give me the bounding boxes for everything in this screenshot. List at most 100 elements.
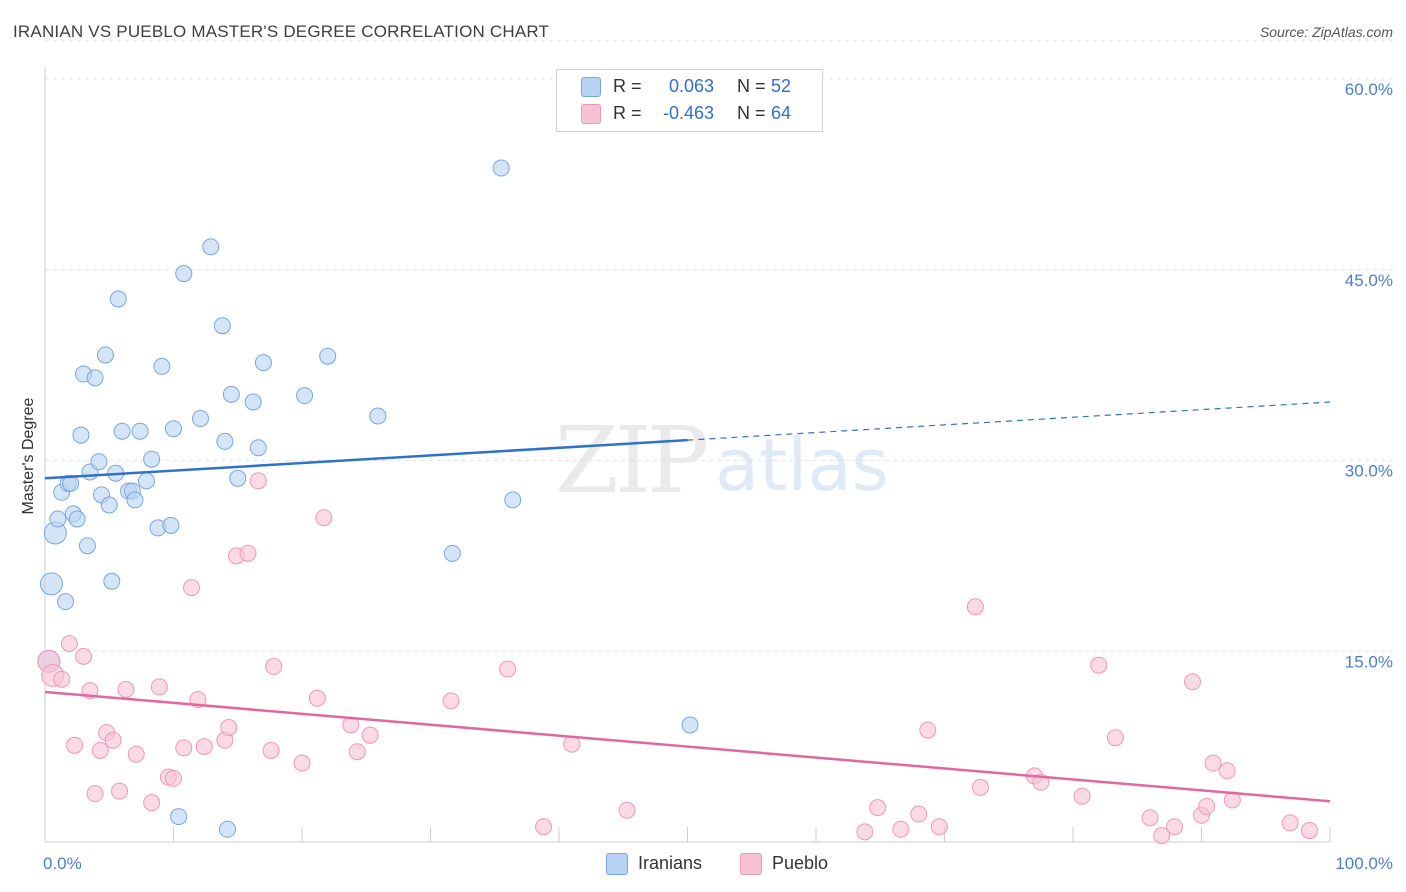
iranians-point <box>443 544 461 562</box>
pueblo-point <box>265 658 283 676</box>
pueblo-point <box>195 738 213 756</box>
pueblo-point <box>127 745 145 763</box>
watermark: ZIP atlas <box>555 407 889 514</box>
iranians-point <box>222 385 240 403</box>
iranians-point <box>100 496 118 514</box>
pueblo-point <box>104 731 122 749</box>
pueblo-point <box>892 820 910 838</box>
iranians-point <box>165 420 182 438</box>
legend-swatch-pueblo <box>581 104 601 124</box>
iranians-point <box>72 426 90 444</box>
pueblo-point <box>618 801 636 819</box>
legend-n-value: 52 <box>771 76 792 96</box>
iranians-point <box>319 347 337 365</box>
pueblo-point <box>175 739 193 757</box>
chart-source: Source: ZipAtlas.com <box>1259 24 1393 40</box>
bottom-legend-label-pueblo: Pueblo <box>772 853 829 873</box>
y-tick-label: 30.0% <box>1345 462 1393 481</box>
legend-r-value: -0.463 <box>663 103 715 123</box>
x-tick-label-max: 100.0% <box>1335 854 1393 873</box>
pueblo-point <box>1166 818 1184 836</box>
trend-layer <box>44 401 1331 803</box>
pueblo-point <box>220 719 238 737</box>
iranians-point <box>96 346 114 364</box>
pueblo-point <box>86 785 104 803</box>
pueblo-point <box>182 579 200 597</box>
pueblo-point <box>1153 827 1171 845</box>
iranians-point <box>109 290 127 308</box>
watermark-atlas: atlas <box>715 423 889 507</box>
iranians-point <box>296 387 314 405</box>
pueblo-point <box>262 741 280 759</box>
watermark-zip: ZIP <box>555 407 706 514</box>
pueblo-point <box>60 635 78 653</box>
pueblo-point <box>1300 822 1318 840</box>
pueblo-point <box>53 670 71 688</box>
iranians-point <box>369 407 387 425</box>
pueblo-point <box>1204 754 1222 772</box>
pueblo-point <box>150 678 168 696</box>
iranians-point <box>681 716 699 734</box>
iranians-point <box>78 537 96 555</box>
y-tick-label: 15.0% <box>1345 652 1393 671</box>
pueblo-trend-line <box>44 690 1331 803</box>
correlation-legend: R = 0.063 N = 52 R = -0.463 N = 64 <box>556 69 823 132</box>
iranians-point <box>218 820 236 838</box>
iranians-point <box>202 238 220 256</box>
pueblo-point <box>165 769 182 787</box>
pueblo-point <box>966 598 984 616</box>
pueblo-point <box>1218 762 1236 780</box>
iranians-point <box>229 469 247 487</box>
iranians-trend-extension <box>687 401 1331 441</box>
pueblo-point <box>1281 814 1299 832</box>
x-tick-label-min: 0.0% <box>43 854 82 873</box>
iranians-point <box>254 354 272 372</box>
pueblo-point <box>111 782 129 800</box>
pueblo-point <box>293 754 311 772</box>
pueblo-point <box>308 689 326 707</box>
pueblo-point <box>348 743 366 761</box>
legend-r-label: R = <box>613 103 642 123</box>
iranians-point <box>191 410 209 428</box>
iranians-trend-line <box>44 438 688 480</box>
y-axis-label: Master's Degree <box>20 397 37 514</box>
iranians-point <box>62 474 80 492</box>
iranians-point <box>213 317 231 335</box>
bottom-legend-swatch-iranians <box>606 853 628 875</box>
iranians-point <box>39 572 63 596</box>
iranians-point <box>492 159 510 177</box>
pueblo-point <box>869 799 887 817</box>
legend-n-label: N = <box>737 76 766 96</box>
iranians-point <box>90 453 108 471</box>
pueblo-point <box>75 647 93 665</box>
legend-r-value: 0.063 <box>669 76 715 96</box>
pueblo-point <box>143 794 161 812</box>
pueblo-point <box>442 692 460 710</box>
iranians-point <box>131 422 149 440</box>
pueblo-point <box>919 721 937 739</box>
iranians-point <box>86 369 104 387</box>
pueblo-point <box>971 778 989 796</box>
pueblo-point <box>315 509 333 527</box>
iranians-point <box>143 450 161 468</box>
axes-layer <box>44 67 1331 843</box>
pueblo-point <box>1073 787 1091 805</box>
y-tick-label: 45.0% <box>1345 271 1393 290</box>
pueblo-point <box>1141 809 1159 827</box>
bottom-legend-label-iranians: Iranians <box>638 853 703 873</box>
pueblo-point <box>239 544 257 562</box>
pueblo-point <box>1184 673 1202 691</box>
iranians-point <box>504 491 522 509</box>
pueblo-point <box>535 818 553 836</box>
iranians-point <box>153 357 171 375</box>
legend-r-label: R = <box>613 76 642 96</box>
iranians-point <box>244 393 262 411</box>
pueblo-point <box>91 741 109 759</box>
pueblo-point <box>249 472 267 490</box>
legend-n-label: N = <box>737 103 766 123</box>
pueblo-point <box>1090 656 1108 674</box>
iranians-point <box>175 265 193 283</box>
bottom-legend-swatch-pueblo <box>740 853 762 875</box>
legend-n-value: 64 <box>771 103 792 123</box>
